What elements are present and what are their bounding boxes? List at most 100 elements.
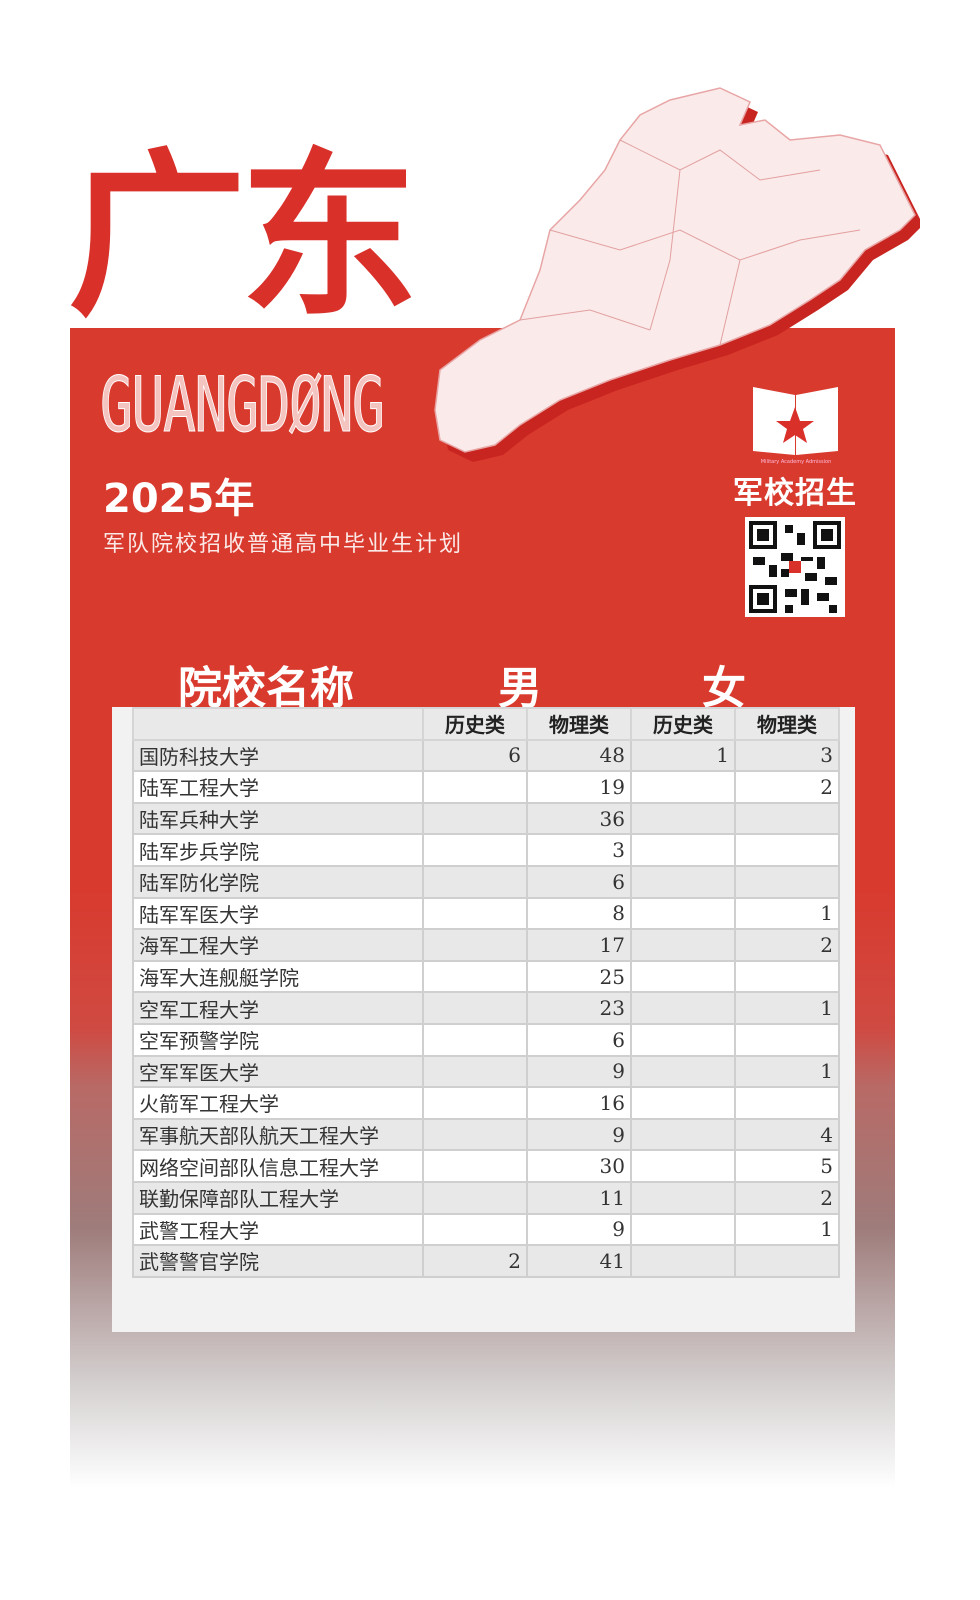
school-name: 武警工程大学 [132,1212,424,1247]
quota-cell [630,1212,736,1247]
quota-cell: 25 [526,959,632,994]
school-name: 空军军医大学 [132,1054,424,1089]
quota-cell [422,1086,528,1120]
quota-cell: 5 [734,1149,840,1183]
header-male-history: 历史类 [422,707,528,741]
quota-cell: 9 [526,1212,632,1247]
table-row: 空军军医大学 9 1 [132,1054,840,1089]
school-name: 军事航天部队航天工程大学 [132,1117,424,1152]
quota-cell [734,1086,840,1120]
quota-cell [422,833,528,867]
table-row: 国防科技大学 6 48 1 3 [132,738,840,773]
table-header-row: 历史类 物理类 历史类 物理类 [132,707,840,741]
quota-cell: 23 [526,991,632,1025]
quota-cell: 1 [734,1054,840,1089]
quota-cell: 3 [526,833,632,867]
qr-code-icon[interactable] [745,517,845,617]
quota-cell [630,1086,736,1120]
quota-cell [630,1054,736,1089]
quota-cell [630,991,736,1025]
quota-cell [422,1117,528,1152]
quota-cell: 3 [734,738,840,773]
quota-cell: 4 [734,1117,840,1152]
logo-text: 军校招生 [733,476,857,511]
quota-cell [630,864,736,899]
quota-cell [422,770,528,804]
table-row: 武警警官学院 2 41 [132,1244,840,1278]
quota-cell [734,959,840,994]
quota-cell [422,1212,528,1247]
table-row: 陆军军医大学 8 1 [132,896,840,931]
table-row: 军事航天部队航天工程大学 9 4 [132,1117,840,1152]
table-row: 海军工程大学 17 2 [132,928,840,962]
school-name: 陆军防化学院 [132,864,424,899]
quota-cell: 6 [526,864,632,899]
school-name: 武警警官学院 [132,1244,424,1278]
table-row: 空军工程大学 23 1 [132,991,840,1025]
table-row: 陆军兵种大学 36 [132,801,840,836]
quota-cell: 2 [422,1244,528,1278]
quota-cell: 1 [734,991,840,1025]
school-name: 国防科技大学 [132,738,424,773]
table-row: 陆军防化学院 6 [132,864,840,899]
quota-cell [734,801,840,836]
quota-cell: 2 [734,928,840,962]
school-name: 空军工程大学 [132,991,424,1025]
quota-cell [630,928,736,962]
quota-cell: 2 [734,770,840,804]
quota-cell: 16 [526,1086,632,1120]
table-row: 陆军步兵学院 3 [132,833,840,867]
book-star-logo-icon [753,387,838,455]
enrollment-table: 历史类 物理类 历史类 物理类 国防科技大学 6 48 1 3 陆军工程大学 19 2 陆军兵种… [132,707,840,1278]
quota-cell: 11 [526,1180,632,1215]
quota-cell: 9 [526,1117,632,1152]
quota-cell: 30 [526,1149,632,1183]
school-name: 网络空间部队信息工程大学 [132,1149,424,1183]
quota-cell [630,959,736,994]
logo-subtext: Military Academy Admission [760,459,832,465]
quota-cell [630,801,736,836]
school-name: 联勤保障部队工程大学 [132,1180,424,1215]
header-female-physics: 物理类 [734,707,840,741]
quota-cell [422,1149,528,1183]
school-name: 陆军军医大学 [132,896,424,931]
school-name: 陆军步兵学院 [132,833,424,867]
table-row: 网络空间部队信息工程大学 30 5 [132,1149,840,1183]
quota-cell [630,1244,736,1278]
guangdong-map-icon [434,87,920,462]
quota-cell [734,864,840,899]
school-name: 陆军兵种大学 [132,801,424,836]
header-blank [132,707,424,741]
quota-cell: 1 [734,896,840,931]
quota-cell: 19 [526,770,632,804]
header-school-name: 院校名称 [178,663,354,714]
quota-cell: 41 [526,1244,632,1278]
table-row: 陆军工程大学 19 2 [132,770,840,804]
school-name: 海军大连舰艇学院 [132,959,424,994]
school-name: 空军预警学院 [132,1022,424,1057]
quota-cell [630,1149,736,1183]
quota-cell: 9 [526,1054,632,1089]
subtitle: 军队院校招收普通高中毕业生计划 [103,532,464,557]
quota-cell [422,1054,528,1089]
header-male-physics: 物理类 [526,707,632,741]
school-name: 海军工程大学 [132,928,424,962]
table-row: 联勤保障部队工程大学 11 2 [132,1180,840,1215]
quota-cell [630,770,736,804]
quota-cell: 6 [422,738,528,773]
header-female-history: 历史类 [630,707,736,741]
quota-cell [422,991,528,1025]
header-male: 男 [498,663,542,714]
table-row: 火箭军工程大学 16 [132,1086,840,1120]
quota-cell [422,1022,528,1057]
quota-cell [630,1180,736,1215]
quota-cell [630,833,736,867]
header-female: 女 [702,663,746,714]
quota-cell [630,1117,736,1152]
province-title: 广东 [68,133,418,340]
quota-cell [734,833,840,867]
quota-cell [422,1180,528,1215]
quota-cell: 36 [526,801,632,836]
quota-cell [630,1022,736,1057]
quota-cell: 1 [630,738,736,773]
